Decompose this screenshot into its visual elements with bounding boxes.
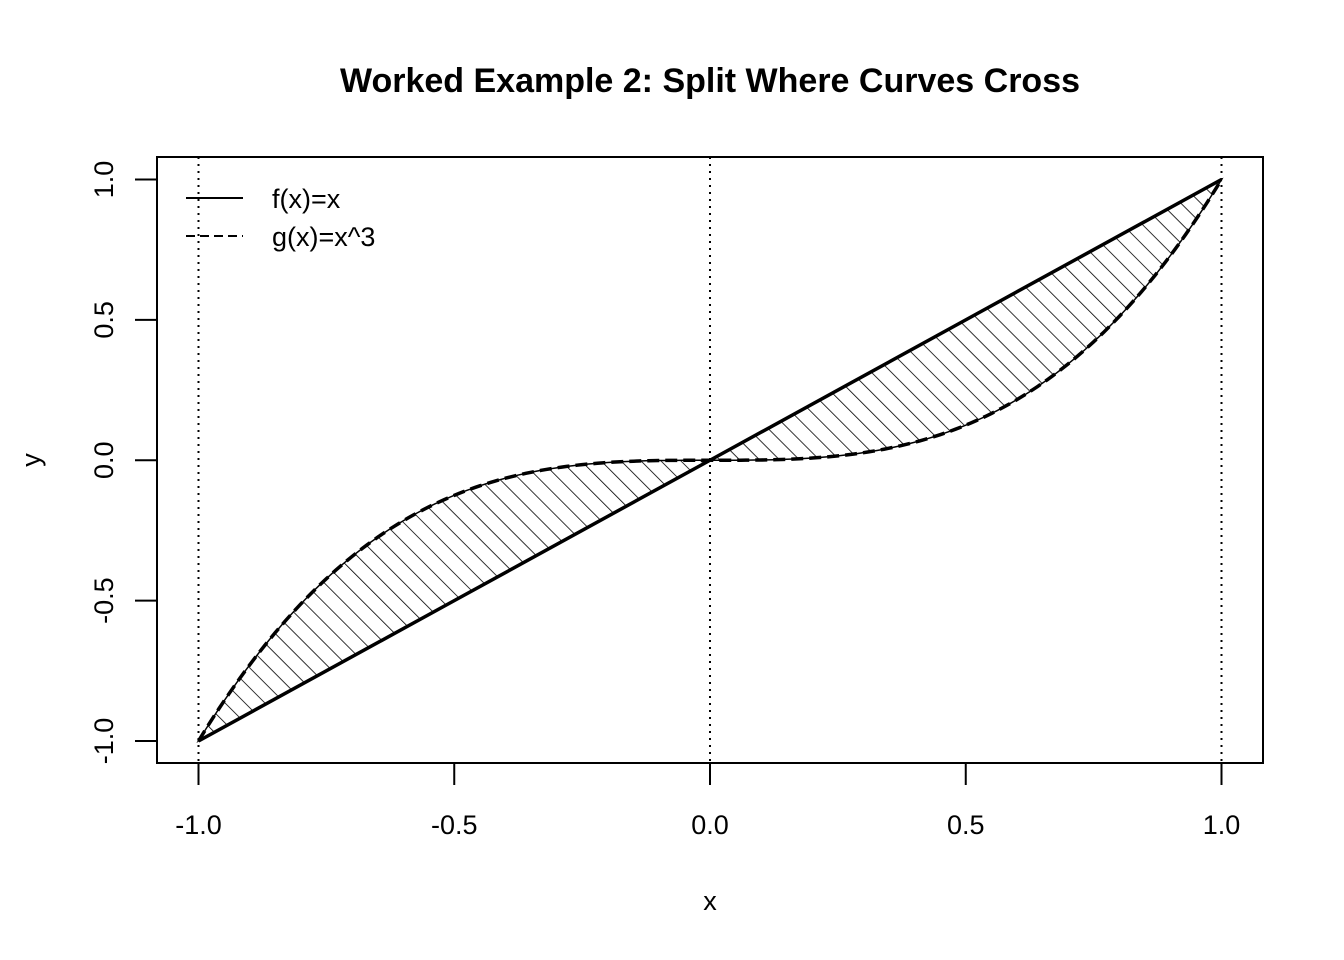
y-tick-label: 0.0 xyxy=(89,441,119,479)
y-axis: -1.0 -0.5 0.0 0.5 1.0 xyxy=(89,161,158,765)
series-lines xyxy=(197,177,1223,743)
y-tick-label: 0.5 xyxy=(89,301,119,339)
x-axis-label: x xyxy=(703,886,717,916)
x-tick-label: -1.0 xyxy=(175,810,222,840)
chart-title: Worked Example 2: Split Where Curves Cro… xyxy=(340,62,1080,100)
y-tick-label: 1.0 xyxy=(89,161,119,199)
x-tick-label: 1.0 xyxy=(1203,810,1241,840)
y-tick-label: -0.5 xyxy=(89,577,119,624)
y-tick-label: -1.0 xyxy=(89,718,119,765)
x-tick-label: 0.5 xyxy=(947,810,985,840)
x-tick-label: -0.5 xyxy=(431,810,478,840)
x-tick-label: 0.0 xyxy=(691,810,729,840)
x-axis: -1.0 -0.5 0.0 0.5 1.0 xyxy=(175,762,1241,840)
y-axis-label: y xyxy=(16,453,46,467)
legend-label-2: g(x)=x^3 xyxy=(272,222,375,252)
legend: f(x)=x g(x)=x^3 xyxy=(186,184,375,252)
series-line-g xyxy=(197,178,1223,742)
legend-label-1: f(x)=x xyxy=(272,184,341,214)
